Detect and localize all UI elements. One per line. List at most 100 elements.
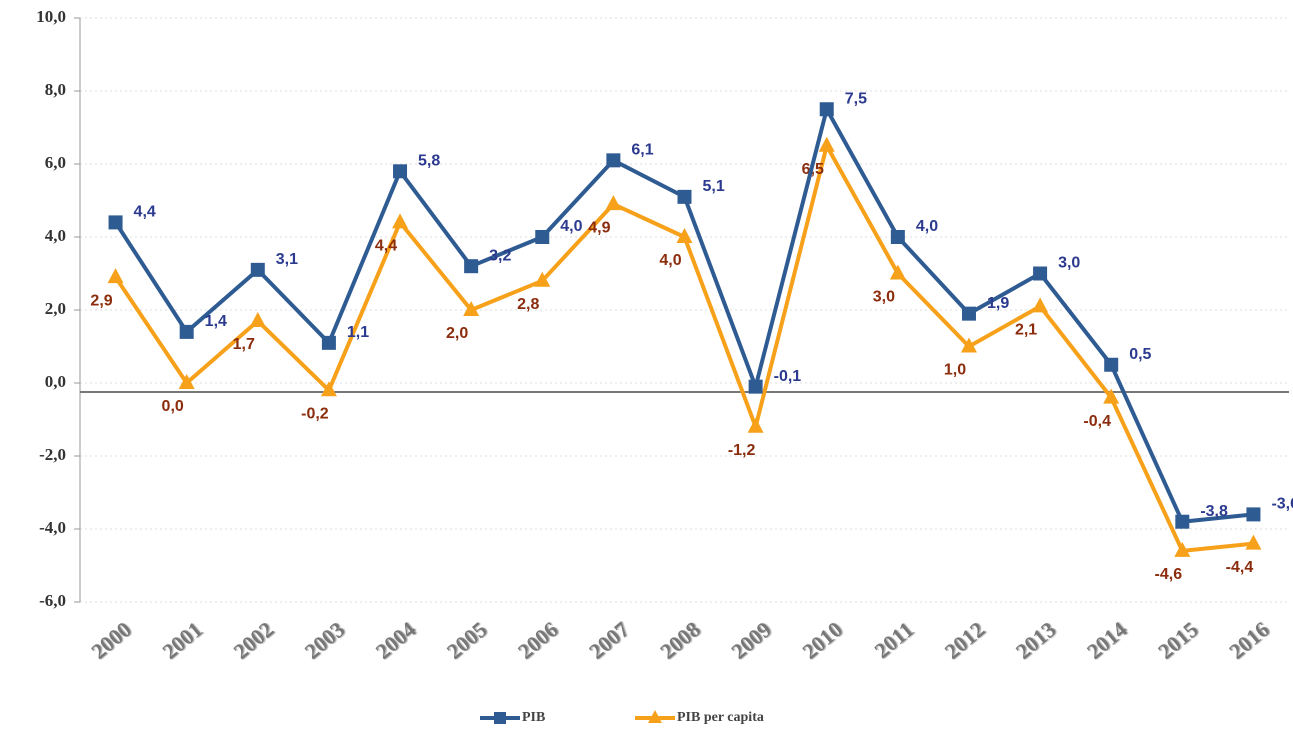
marker	[320, 381, 337, 397]
data-label: 1,4	[205, 313, 227, 330]
data-label: 3,0	[873, 289, 895, 306]
marker	[392, 213, 409, 229]
marker	[677, 189, 692, 204]
x-tick-label: 2013	[1011, 617, 1061, 664]
data-label: 5,1	[703, 178, 725, 195]
data-label: 4,0	[560, 218, 582, 235]
marker	[1246, 507, 1261, 522]
data-label: 4,4	[134, 204, 156, 221]
data-label: 0,5	[1129, 346, 1151, 363]
marker	[179, 324, 194, 339]
legend-marker	[494, 712, 506, 724]
x-tick-label: 2011	[869, 617, 918, 664]
data-label: 4,0	[659, 252, 681, 269]
marker	[1245, 534, 1262, 550]
x-tick-label: 2002	[228, 617, 278, 664]
marker	[819, 102, 834, 117]
marker	[1103, 388, 1120, 404]
marker	[107, 268, 124, 284]
x-tick-label: 2010	[797, 617, 847, 664]
x-tick-label: 2004	[371, 617, 421, 664]
data-label: 1,1	[347, 324, 369, 341]
data-label: 2,0	[446, 325, 468, 342]
marker	[535, 230, 550, 244]
data-label: 7,5	[845, 90, 867, 107]
x-tick-label: 2009	[726, 617, 776, 664]
marker	[676, 228, 693, 243]
x-tick-label: 2014	[1082, 617, 1132, 664]
series-line	[113, 143, 1254, 553]
y-tick-label: 2,0	[45, 299, 66, 318]
data-label: 6,1	[631, 142, 653, 159]
legend-label: PIB per capita	[677, 710, 764, 725]
data-label: -3,6	[1271, 496, 1293, 513]
marker	[747, 417, 764, 433]
x-tick-label: 2016	[1224, 617, 1274, 664]
marker	[1032, 297, 1049, 313]
data-label: 3,0	[1058, 255, 1080, 272]
legend-label: PIB	[522, 710, 545, 725]
marker	[606, 153, 621, 168]
marker	[534, 271, 551, 287]
marker	[1174, 541, 1191, 557]
marker	[249, 311, 266, 327]
x-tick-label: 2012	[940, 617, 990, 664]
x-tick-label: 2006	[513, 617, 563, 664]
data-label: -0,1	[774, 368, 802, 385]
marker	[1175, 514, 1190, 529]
x-tick-label: 2008	[655, 617, 705, 664]
data-label: 3,1	[276, 251, 298, 268]
x-tick-label: 2015	[1153, 617, 1203, 664]
y-tick-label: 6,0	[45, 153, 66, 172]
data-label: -3,8	[1200, 503, 1228, 520]
marker	[464, 259, 479, 274]
data-label: 4,4	[375, 238, 397, 255]
marker	[818, 136, 835, 152]
data-label: 1,7	[233, 336, 255, 353]
y-tick-label: -2,0	[39, 445, 66, 464]
marker	[748, 379, 763, 394]
data-label: -0,2	[301, 406, 329, 423]
data-label: -4,4	[1226, 559, 1254, 576]
data-label: 2,8	[517, 296, 539, 313]
marker	[178, 374, 195, 389]
y-tick-label: 10,0	[36, 7, 66, 26]
marker	[1104, 357, 1119, 372]
marker	[1033, 266, 1048, 281]
data-label: 5,8	[418, 153, 440, 170]
data-label: 2,1	[1015, 322, 1037, 339]
marker	[890, 230, 905, 244]
marker	[960, 337, 977, 353]
marker	[108, 215, 123, 230]
marker	[889, 264, 906, 280]
x-tick-label: 2000	[86, 617, 136, 664]
series-line	[113, 107, 1254, 524]
data-label: -1,2	[728, 442, 756, 459]
data-label: 2,9	[90, 292, 112, 309]
data-label: 3,2	[489, 247, 511, 264]
marker	[321, 335, 336, 350]
legend-marker	[648, 710, 662, 723]
marker	[605, 195, 622, 211]
data-label: 0,0	[162, 398, 184, 415]
data-label: 4,0	[916, 218, 938, 235]
y-tick-label: 0,0	[45, 372, 66, 391]
marker	[250, 262, 265, 277]
y-tick-label: -4,0	[39, 518, 66, 537]
y-tick-label: 8,0	[45, 80, 66, 99]
x-tick-label: 2003	[300, 617, 350, 664]
data-label: 4,9	[588, 219, 610, 236]
marker	[393, 164, 408, 179]
x-tick-label: 2001	[157, 617, 207, 664]
data-label: 1,9	[987, 295, 1009, 312]
x-tick-label: 2007	[584, 617, 634, 664]
data-label: -4,6	[1155, 566, 1183, 583]
data-label: 1,0	[944, 362, 966, 379]
marker	[961, 306, 976, 321]
x-tick-label: 2005	[442, 617, 492, 664]
marker	[463, 301, 480, 316]
y-tick-label: -6,0	[39, 591, 66, 610]
data-label: -0,4	[1083, 413, 1111, 430]
y-tick-label: 4,0	[45, 226, 66, 245]
